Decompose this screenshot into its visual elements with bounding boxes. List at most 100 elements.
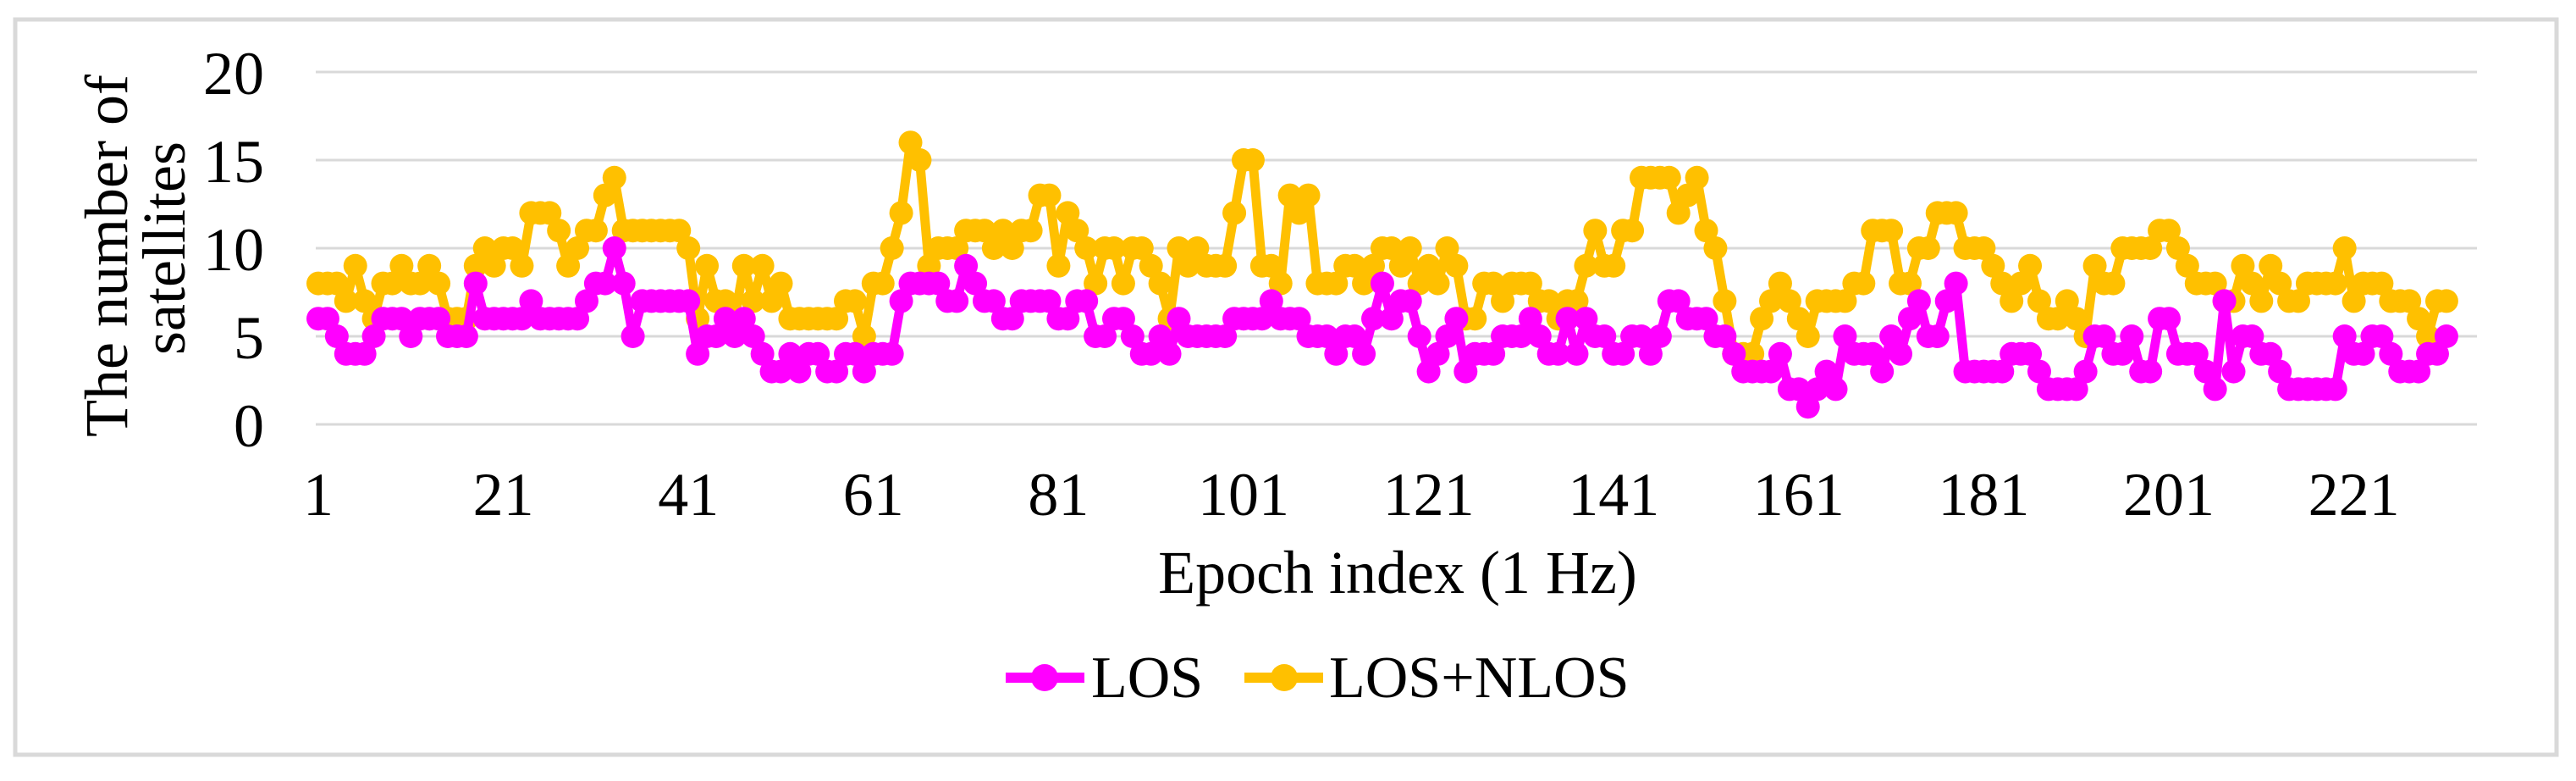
series-los-marker (787, 359, 812, 384)
series-los-marker (1315, 324, 1339, 348)
series-los-marker (1833, 324, 1857, 348)
series-los-nlos-marker (2175, 253, 2199, 278)
series-los-nlos-marker (417, 253, 442, 278)
series-los-marker (2424, 341, 2449, 366)
series-los-nlos-marker (343, 253, 367, 278)
series-los-marker (1426, 341, 1450, 366)
series-los-nlos-marker (2082, 253, 2107, 278)
series-los-marker (1120, 324, 1145, 348)
series-los-marker (750, 341, 775, 366)
series-los-marker (1574, 307, 1598, 331)
series-los-marker (1037, 289, 1062, 313)
series-los-nlos-marker (1046, 253, 1071, 278)
series-los-nlos-marker (500, 236, 525, 260)
series-los-nlos-marker (2009, 271, 2033, 296)
series-los-nlos-marker (2397, 289, 2422, 313)
series-los-nlos-marker (1444, 253, 1469, 278)
series-los-nlos-marker (1463, 307, 1487, 331)
series-los-nlos-marker (1981, 253, 2005, 278)
series-los-nlos-marker (1084, 271, 1108, 296)
series-los-marker (454, 324, 478, 348)
series-los-nlos-marker (972, 219, 996, 243)
x-tick-label: 181 (1938, 461, 2029, 529)
series-los-nlos-marker (1000, 236, 1024, 260)
series-los-marker (1555, 307, 1580, 331)
series-los-nlos-marker (1268, 271, 1293, 296)
series-los-marker (1481, 341, 1506, 366)
series-los-marker (778, 341, 803, 366)
series-los-nlos-marker (917, 253, 941, 278)
series-los-marker (1259, 289, 1283, 313)
series-los-nlos-marker (1620, 219, 1645, 243)
series-los-nlos-marker (510, 253, 534, 278)
series-los-nlos-marker (1352, 271, 1376, 296)
series-los-marker (1518, 307, 1542, 331)
series-los-nlos-marker (852, 324, 876, 348)
series-los-nlos-marker (1176, 253, 1200, 278)
series-los-marker (2268, 359, 2292, 384)
y-tick-label: 0 (234, 392, 264, 460)
series-los-marker (1056, 307, 1080, 331)
los-nlos-legend-marker-icon (1271, 664, 1298, 691)
series-los-marker (1074, 289, 1099, 313)
series-los-nlos-marker (472, 236, 497, 260)
series-los-marker (1213, 324, 1238, 348)
x-tick-label: 1 (303, 461, 334, 529)
x-tick-label: 221 (2308, 461, 2400, 529)
chart-frame-border (13, 17, 2559, 757)
series-los-marker (1759, 359, 1784, 384)
series-los-marker (510, 307, 534, 331)
series-los-nlos-marker (1101, 236, 1126, 260)
x-tick-label: 141 (1568, 461, 1659, 529)
plot-series (306, 130, 2458, 419)
series-los-marker (1000, 307, 1024, 331)
series-los-nlos-marker (750, 253, 775, 278)
series-los-marker (926, 271, 951, 296)
series-los-nlos-marker (1564, 289, 1589, 313)
series-los-nlos-marker (2231, 253, 2255, 278)
series-los-nlos-marker (2434, 289, 2458, 313)
series-los-marker (2434, 324, 2458, 348)
series-los-marker (2221, 359, 2246, 384)
series-los-nlos-marker (1222, 201, 1247, 225)
series-los-nlos-marker (1056, 201, 1080, 225)
series-los-marker (2323, 377, 2347, 402)
series-los-marker (519, 289, 543, 313)
series-los-marker (1861, 341, 1885, 366)
series-los-nlos-marker (2045, 307, 2070, 331)
series-los-nlos-marker (1740, 341, 1765, 366)
series-los-marker (1453, 359, 1478, 384)
series-los-nlos-marker (731, 253, 756, 278)
series-los-marker (324, 324, 349, 348)
series-los-nlos-marker (1324, 271, 1349, 296)
series-los-nlos-marker (1139, 253, 1163, 278)
series-los-marker (361, 324, 386, 348)
series-los-nlos-marker (2259, 253, 2283, 278)
series-los-nlos-marker (352, 289, 377, 313)
series-los-marker (1925, 324, 1950, 348)
series-los-nlos-marker (565, 236, 590, 260)
los-legend-marker-icon (1031, 664, 1058, 691)
series-los-nlos-marker (1602, 253, 1626, 278)
series-los-nlos-marker (1416, 253, 1441, 278)
series-los-nlos-marker (324, 271, 349, 296)
series-los-nlos-marker (1129, 236, 1154, 260)
series-los-nlos-marker (2416, 324, 2441, 348)
series-los-nlos-marker (1879, 219, 1904, 243)
series-los-nlos-marker (389, 253, 414, 278)
series-los-nlos-marker (1065, 219, 1089, 243)
series-los-nlos-marker (1657, 165, 1681, 190)
x-tick-label: 161 (1753, 461, 1845, 529)
series-los-marker (1444, 307, 1469, 331)
series-los-marker (954, 253, 979, 278)
series-los-nlos-marker (889, 201, 913, 225)
y-tick-label: 5 (234, 304, 264, 372)
series-los-nlos-marker (427, 271, 451, 296)
series-los-marker (842, 341, 867, 366)
y-axis-tick-labels: 0 5 10 15 20 (203, 40, 264, 460)
series-los-nlos-marker (907, 148, 932, 172)
series-los-marker (1546, 341, 1570, 366)
series-los-marker (1527, 324, 1552, 348)
series-los-nlos (306, 130, 2458, 366)
series-los-marker (611, 271, 636, 296)
